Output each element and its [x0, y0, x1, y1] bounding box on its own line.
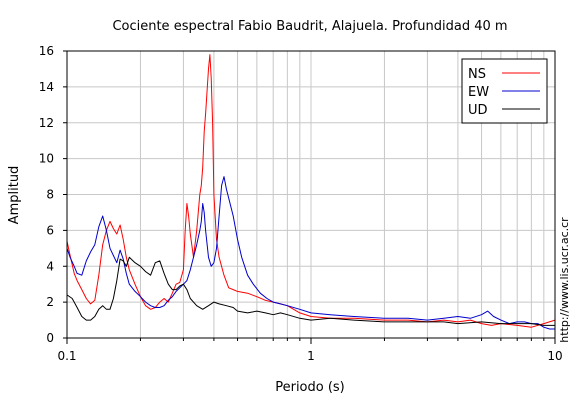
- series-line-ud: [66, 256, 555, 326]
- legend: NS EW UD: [461, 58, 548, 124]
- watermark-url: http://www.lis.ucr.ac.cr: [558, 217, 571, 343]
- x-tick-label: 1: [307, 349, 315, 363]
- axes: 0 2 4 6 8 10 12 14 16 0.1 1 10: [39, 44, 563, 363]
- y-tick-label: 2: [46, 295, 54, 309]
- y-tick-label: 12: [39, 116, 54, 130]
- y-tick-label: 14: [39, 80, 54, 94]
- y-tick-label: 10: [39, 152, 54, 166]
- series-lines: [66, 54, 556, 330]
- chart-title: Cociente espectral Fabio Baudrit, Alajue…: [112, 19, 507, 34]
- legend-label-ew: EW: [468, 85, 489, 100]
- x-axis-label: Periodo (s): [275, 380, 345, 395]
- x-tick-label: 0.1: [57, 349, 76, 363]
- y-tick-label: 16: [39, 44, 54, 58]
- y-tick-label: 0: [46, 331, 54, 345]
- y-tick-label: 6: [46, 223, 54, 237]
- y-tick-label: 8: [46, 188, 54, 202]
- y-tick-label: 4: [46, 259, 54, 273]
- legend-label-ud: UD: [468, 103, 488, 118]
- legend-label-ns: NS: [468, 67, 486, 82]
- x-tick-label: 10: [547, 349, 562, 363]
- y-axis-label: Amplitud: [7, 166, 22, 225]
- series-line-ns: [66, 54, 556, 328]
- series-line-ew: [66, 176, 555, 330]
